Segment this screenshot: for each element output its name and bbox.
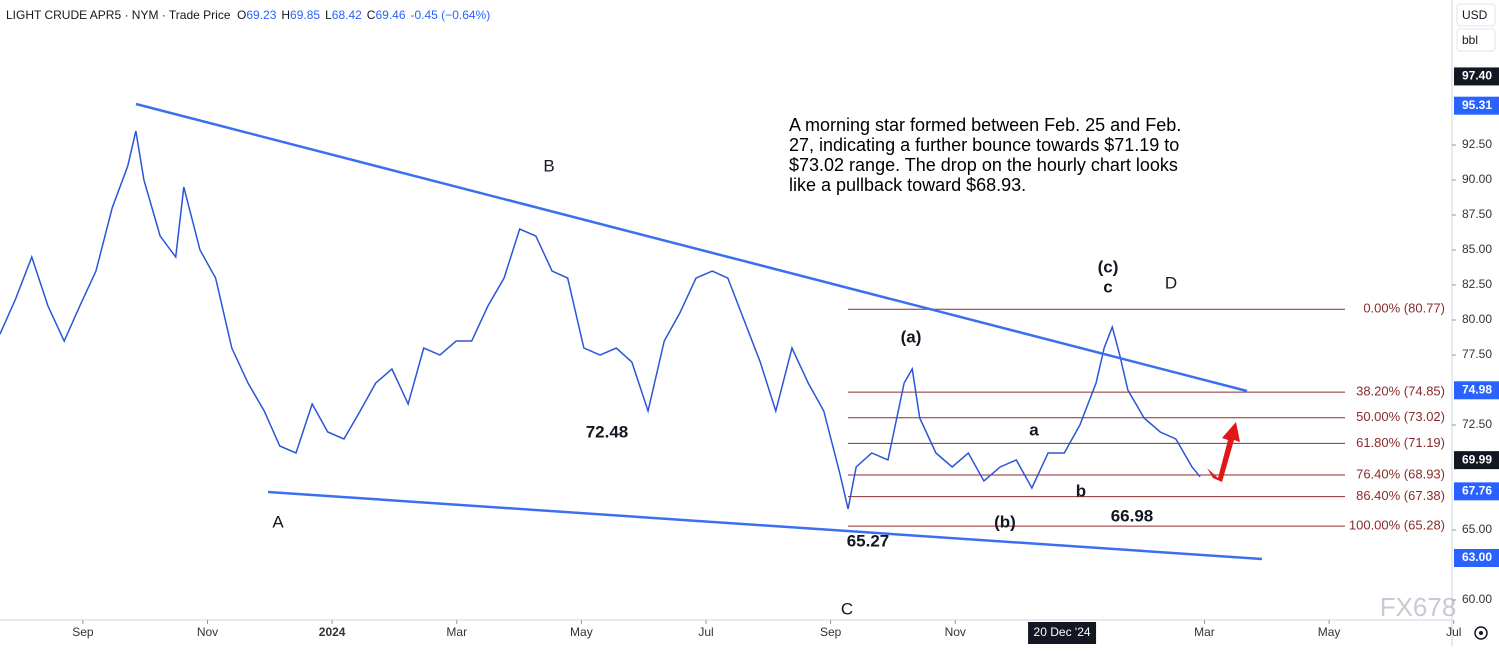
arrow: [1207, 422, 1240, 482]
y-tick-label: 77.50: [1462, 347, 1492, 361]
wave-label: c: [1103, 277, 1112, 296]
settings-icon[interactable]: [1474, 626, 1488, 640]
ohlc-value: 68.42: [332, 8, 362, 22]
price-badge-label: 63.00: [1462, 550, 1492, 564]
unit-button[interactable]: [1456, 28, 1496, 52]
y-tick-label: 87.50: [1462, 207, 1492, 221]
wave-label: C: [841, 599, 853, 618]
comment: $73.02 range. The drop on the hourly cha…: [789, 155, 1178, 175]
wave-label: D: [1165, 273, 1177, 292]
x-tick-label: 2024: [319, 625, 346, 639]
y-tick-label: 85.00: [1462, 242, 1492, 256]
y-tick-label: 60.00: [1462, 592, 1492, 606]
change: -0.45 (−0.64%): [411, 8, 491, 22]
fib-label: 100.00% (65.28): [1349, 518, 1445, 533]
price-note: 65.27: [847, 531, 890, 550]
price-note: 66.98: [1111, 506, 1154, 525]
wave-label: (c): [1098, 257, 1119, 276]
x-tick-label: Mar: [446, 625, 467, 639]
wave-label: (b): [994, 512, 1016, 531]
y-tick-label: 82.50: [1462, 277, 1492, 291]
ohlc-key: C: [367, 8, 376, 22]
trendline: [135, 102, 1248, 393]
price-badge: [1454, 96, 1499, 115]
settings-icon[interactable]: [1479, 631, 1483, 635]
ohlc-value: 69.46: [375, 8, 405, 22]
price-badge-label: 97.40: [1462, 69, 1492, 83]
wave-label: a: [1029, 420, 1039, 439]
x-tick-label: Sep: [820, 625, 842, 639]
wave-label: B: [543, 156, 554, 175]
price-badge: [1454, 482, 1499, 501]
price-badge-label: 95.31: [1462, 98, 1492, 112]
price-badge: [1454, 67, 1499, 86]
y-tick-label: 65.00: [1462, 522, 1492, 536]
x-tick-label: Mar: [1194, 625, 1215, 639]
comment: like a pullback toward $68.93.: [789, 175, 1026, 195]
x-tick-label: May: [1318, 625, 1341, 639]
crosshair-label: 20 Dec '24: [1034, 625, 1091, 639]
fib-label: 76.40% (68.93): [1356, 466, 1445, 481]
x-tick-label: Nov: [945, 625, 966, 639]
price-badge: [1454, 548, 1499, 567]
x-tick-label: Jul: [698, 625, 713, 639]
unit[interactable]: bbl: [1462, 33, 1478, 47]
ohlc-value: 69.85: [290, 8, 320, 22]
x-tick-label: Sep: [72, 625, 94, 639]
ohlc-key: O: [237, 8, 246, 22]
x-tick-label: Jul: [1446, 625, 1461, 639]
price-badge-label: 69.99: [1462, 452, 1492, 466]
y-tick-label: 72.50: [1462, 417, 1492, 431]
y-tick-label: 90.00: [1462, 172, 1492, 186]
comment: A morning star formed between Feb. 25 an…: [789, 115, 1181, 135]
fib-label: 61.80% (71.19): [1356, 435, 1445, 450]
y-tick-label: 80.00: [1462, 312, 1492, 326]
crosshair-badge: [1028, 622, 1097, 644]
x-tick-label: Nov: [197, 625, 218, 639]
trendline: [267, 490, 1263, 561]
fib-label: 86.40% (67.38): [1356, 488, 1445, 503]
y-tick-label: 92.50: [1462, 137, 1492, 151]
wave-label: A: [272, 512, 284, 531]
price-badge-label: 67.76: [1462, 484, 1492, 498]
currency-button[interactable]: [1456, 3, 1496, 27]
fib-label: 0.00% (80.77): [1363, 301, 1445, 316]
price-badge-label: 74.98: [1462, 382, 1492, 396]
watermark: FX678: [1380, 592, 1457, 622]
price-badge: [1454, 381, 1499, 400]
currency[interactable]: USD: [1462, 8, 1488, 22]
ohlc-key: L: [325, 8, 332, 22]
price-badge: [1454, 451, 1499, 470]
symbol: LIGHT CRUDE APR5 · NYM · Trade Price: [6, 8, 231, 22]
x-tick-label: May: [570, 625, 593, 639]
price-line: [0, 130, 1201, 510]
fib-label: 50.00% (73.02): [1356, 409, 1445, 424]
ohlc-key: H: [281, 8, 290, 22]
fib-label: 38.20% (74.85): [1356, 384, 1445, 399]
wave-label: (a): [901, 327, 922, 346]
comment: 27, indicating a further bounce towards …: [789, 135, 1179, 155]
wave-label: b: [1076, 481, 1086, 500]
price-note: 72.48: [586, 422, 629, 441]
ohlc-value: 69.23: [246, 8, 276, 22]
